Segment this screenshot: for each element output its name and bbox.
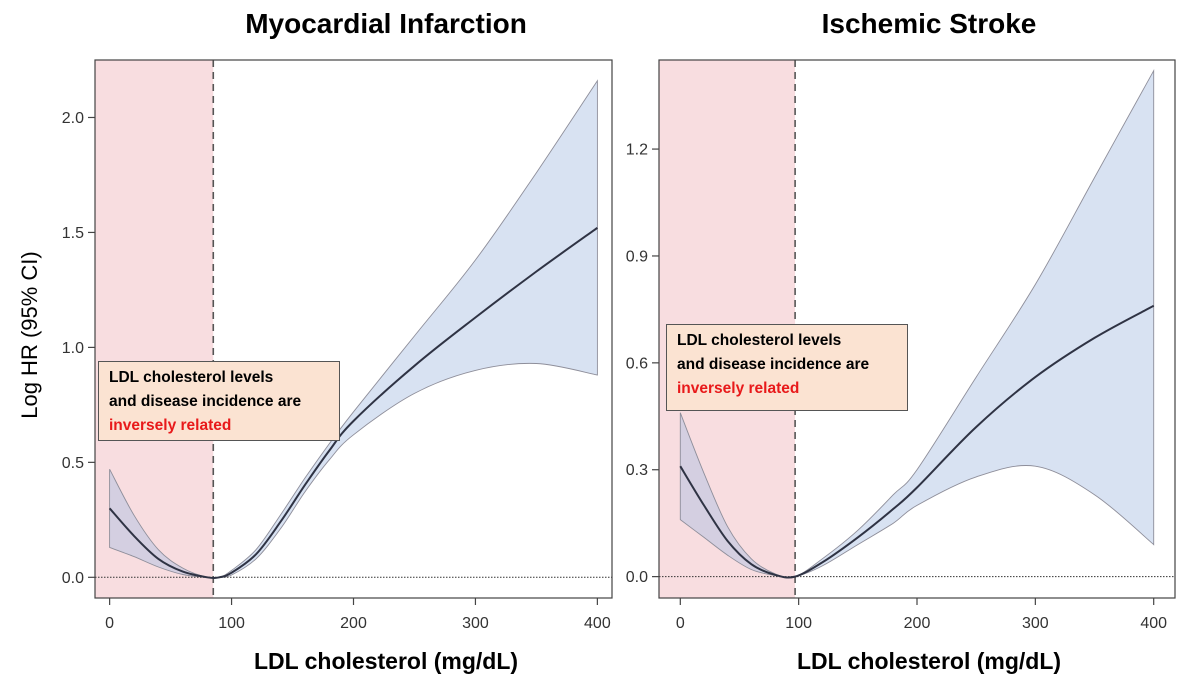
x-axis-label-mi: LDL cholesterol (mg/dL) (253, 648, 519, 674)
y-tick-label-stroke: 0.6 (626, 355, 648, 372)
y-axis-label: Log HR (95% CI) (17, 251, 42, 419)
x-tick-label-mi: 400 (584, 615, 611, 632)
x-tick-label-stroke: 0 (676, 615, 685, 632)
annotation-line-1: LDL cholesterol levels (109, 369, 274, 386)
estimate-line-stroke (679, 304, 1155, 579)
y-tick-label-stroke: 0.9 (626, 248, 648, 265)
x-tick-label-mi: 200 (340, 615, 367, 632)
annotation-line-2: and disease incidence are (677, 356, 870, 373)
x-tick-label-stroke: 100 (785, 615, 812, 632)
chart-title-stroke: Ischemic Stroke (821, 8, 1037, 39)
annotation-highlight: inversely related (677, 380, 800, 397)
annotation-box-mi: LDL cholesterol levels and disease incid… (98, 361, 340, 441)
y-tick-label-mi: 0.0 (62, 570, 84, 587)
y-tick-label-stroke: 0.0 (626, 569, 648, 586)
x-tick-label-stroke: 400 (1140, 615, 1167, 632)
x-tick-label-stroke: 300 (1022, 615, 1049, 632)
x-axis-label-stroke: LDL cholesterol (mg/dL) (796, 648, 1062, 674)
x-tick-label-stroke: 200 (904, 615, 931, 632)
y-tick-label-mi: 2.0 (62, 110, 84, 127)
annotation-box-stroke: LDL cholesterol levels and disease incid… (666, 324, 908, 411)
x-tick-label-mi: 100 (218, 615, 245, 632)
y-tick-label-stroke: 1.2 (626, 142, 648, 159)
y-tick-label-stroke: 0.3 (626, 462, 648, 479)
x-tick-label-mi: 300 (462, 615, 489, 632)
chart-title-mi: Myocardial Infarction (245, 8, 527, 39)
y-tick-label-mi: 1.0 (62, 340, 84, 357)
annotation-line-1: LDL cholesterol levels (677, 332, 842, 349)
estimate-line-mi (108, 226, 598, 579)
x-tick-label-mi: 0 (105, 615, 114, 632)
annotation-line-2: and disease incidence are (109, 393, 302, 410)
annotation-highlight: inversely related (109, 417, 232, 434)
shaded-region-mi (95, 60, 214, 598)
y-tick-label-mi: 0.5 (62, 455, 84, 472)
y-tick-label-mi: 1.5 (62, 225, 84, 242)
